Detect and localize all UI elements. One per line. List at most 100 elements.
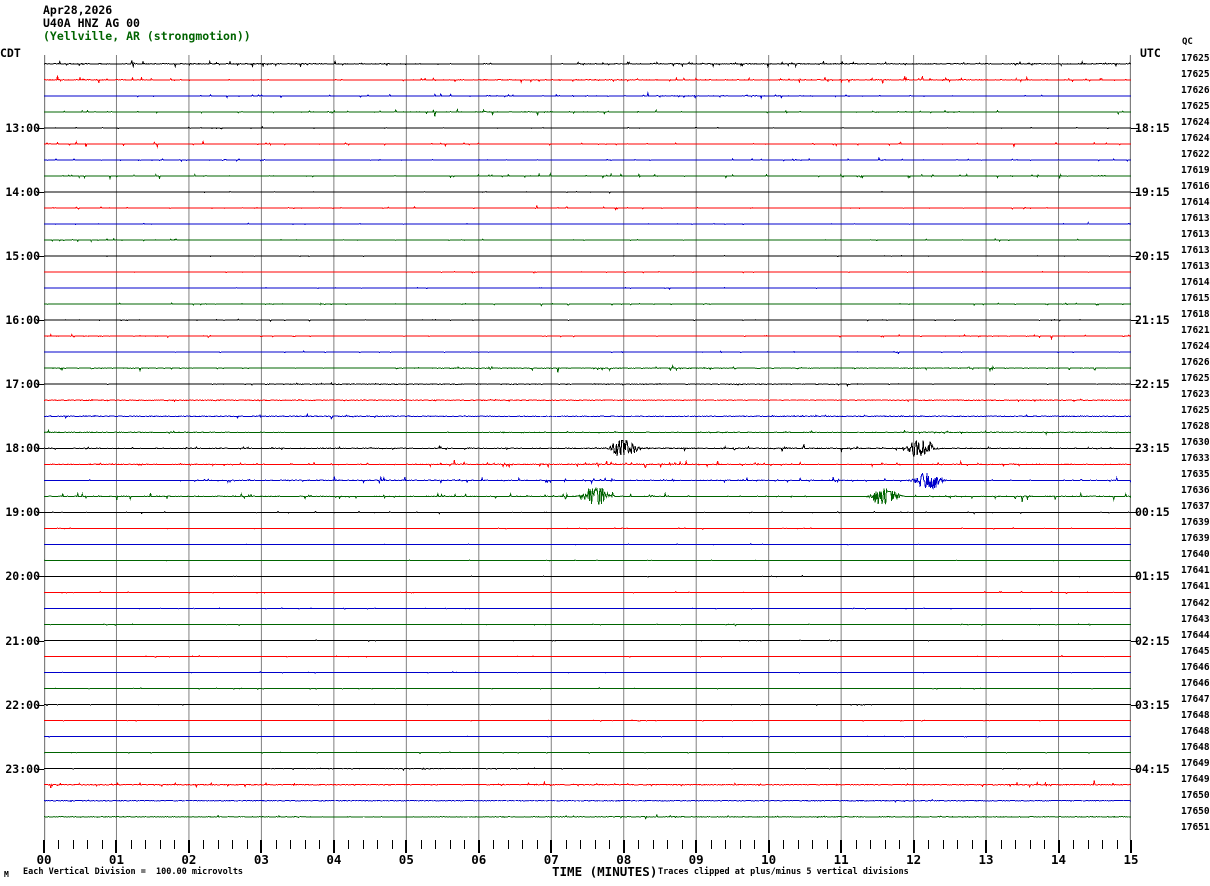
x-minor-tick	[681, 840, 683, 849]
right-time-tick	[1131, 704, 1138, 706]
x-major-tick	[405, 840, 408, 853]
qc-value: 17644	[1181, 629, 1210, 641]
x-minor-tick	[580, 840, 582, 849]
left-time-tick	[37, 512, 44, 514]
left-time-label: 22:00	[5, 697, 40, 712]
x-minor-tick	[957, 840, 959, 849]
qc-value: 17636	[1181, 485, 1210, 497]
qc-value: 17614	[1181, 277, 1210, 289]
x-minor-tick	[145, 840, 147, 849]
right-time-tick	[1131, 768, 1138, 770]
left-time-tick	[37, 768, 44, 770]
x-minor-tick	[58, 840, 60, 849]
header-date: Apr28,2026	[43, 3, 113, 17]
left-time-tick	[37, 320, 44, 322]
x-major-tick	[550, 840, 553, 853]
x-minor-tick	[449, 840, 451, 849]
x-major-tick	[260, 840, 263, 853]
qc-value: 17649	[1181, 773, 1210, 785]
x-minor-tick	[1029, 840, 1031, 849]
left-time-label: 18:00	[5, 441, 40, 456]
qc-value: 17637	[1181, 501, 1210, 513]
left-time-label: 16:00	[5, 313, 40, 328]
qc-value: 17613	[1181, 229, 1210, 241]
left-time-tick	[37, 640, 44, 642]
qc-value: 17646	[1181, 677, 1210, 689]
x-tick-label: 10	[761, 852, 777, 867]
qc-value: 17641	[1181, 565, 1210, 577]
qc-value: 17621	[1181, 325, 1210, 337]
x-minor-tick	[87, 840, 89, 849]
x-minor-tick	[507, 840, 509, 849]
x-major-tick	[477, 840, 480, 853]
right-axis-label: UTC	[1140, 46, 1161, 60]
qc-value: 17639	[1181, 533, 1210, 545]
x-minor-tick	[275, 840, 277, 849]
qc-value: 17619	[1181, 164, 1210, 176]
x-minor-tick	[174, 840, 176, 849]
left-time-label: 14:00	[5, 184, 40, 199]
qc-value: 17648	[1181, 741, 1210, 753]
x-minor-tick	[536, 840, 538, 849]
x-minor-tick	[130, 840, 132, 849]
x-tick-label: 06	[471, 852, 487, 867]
right-time-label: 03:15	[1135, 697, 1170, 712]
x-tick-label: 05	[398, 852, 414, 867]
x-minor-tick	[1015, 840, 1017, 849]
x-minor-tick	[884, 840, 886, 849]
x-tick-label: 02	[181, 852, 197, 867]
left-time-label: 19:00	[5, 505, 40, 520]
x-major-tick	[1130, 840, 1132, 853]
x-minor-tick	[812, 840, 814, 849]
x-minor-tick	[420, 840, 422, 849]
right-time-label: 20:15	[1135, 249, 1170, 264]
x-minor-tick	[246, 840, 248, 849]
right-time-tick	[1131, 576, 1138, 578]
qc-value: 17642	[1181, 597, 1210, 609]
qc-value: 17625	[1181, 52, 1210, 64]
qc-value: 17623	[1181, 389, 1210, 401]
right-time-label: 02:15	[1135, 633, 1170, 648]
x-minor-tick	[522, 840, 524, 849]
x-major-tick	[840, 840, 843, 853]
qc-value: 17625	[1181, 100, 1210, 112]
left-time-tick	[37, 704, 44, 706]
qc-value: 17626	[1181, 84, 1210, 96]
x-minor-tick	[101, 840, 103, 849]
qc-value: 17650	[1181, 805, 1210, 817]
qc-value: 17625	[1181, 405, 1210, 417]
x-minor-tick	[899, 840, 901, 849]
left-time-tick	[37, 191, 44, 193]
seismogram-plot	[44, 55, 1131, 840]
x-minor-tick	[928, 840, 930, 849]
x-minor-tick	[797, 840, 799, 849]
x-minor-tick	[870, 840, 872, 849]
x-tick-label: 15	[1123, 852, 1139, 867]
left-time-tick	[37, 576, 44, 578]
left-axis-label: CDT	[0, 46, 21, 60]
x-minor-tick	[377, 840, 379, 849]
right-time-label: 19:15	[1135, 184, 1170, 199]
x-minor-tick	[304, 840, 306, 849]
x-minor-tick	[203, 840, 205, 849]
qc-value: 17633	[1181, 453, 1210, 465]
x-tick-label: 04	[326, 852, 342, 867]
x-minor-tick	[710, 840, 712, 849]
scale-note: Each Vertical Division = 100.00 microvol…	[23, 867, 244, 877]
qc-value: 17630	[1181, 437, 1210, 449]
qc-value: 17635	[1181, 469, 1210, 481]
qc-value: 17624	[1181, 116, 1210, 128]
x-minor-tick	[652, 840, 654, 849]
qc-value: 17650	[1181, 789, 1210, 801]
qc-value: 17625	[1181, 68, 1210, 80]
qc-value: 17651	[1181, 821, 1210, 833]
x-minor-tick	[348, 840, 350, 849]
x-major-tick	[332, 840, 335, 853]
qc-value: 17649	[1181, 757, 1210, 769]
x-minor-tick	[1044, 840, 1046, 849]
x-minor-tick	[594, 840, 596, 849]
qc-column-label: QC	[1182, 37, 1193, 47]
x-tick-label: 00	[36, 852, 52, 867]
x-minor-tick	[826, 840, 828, 849]
qc-value: 17614	[1181, 196, 1210, 208]
